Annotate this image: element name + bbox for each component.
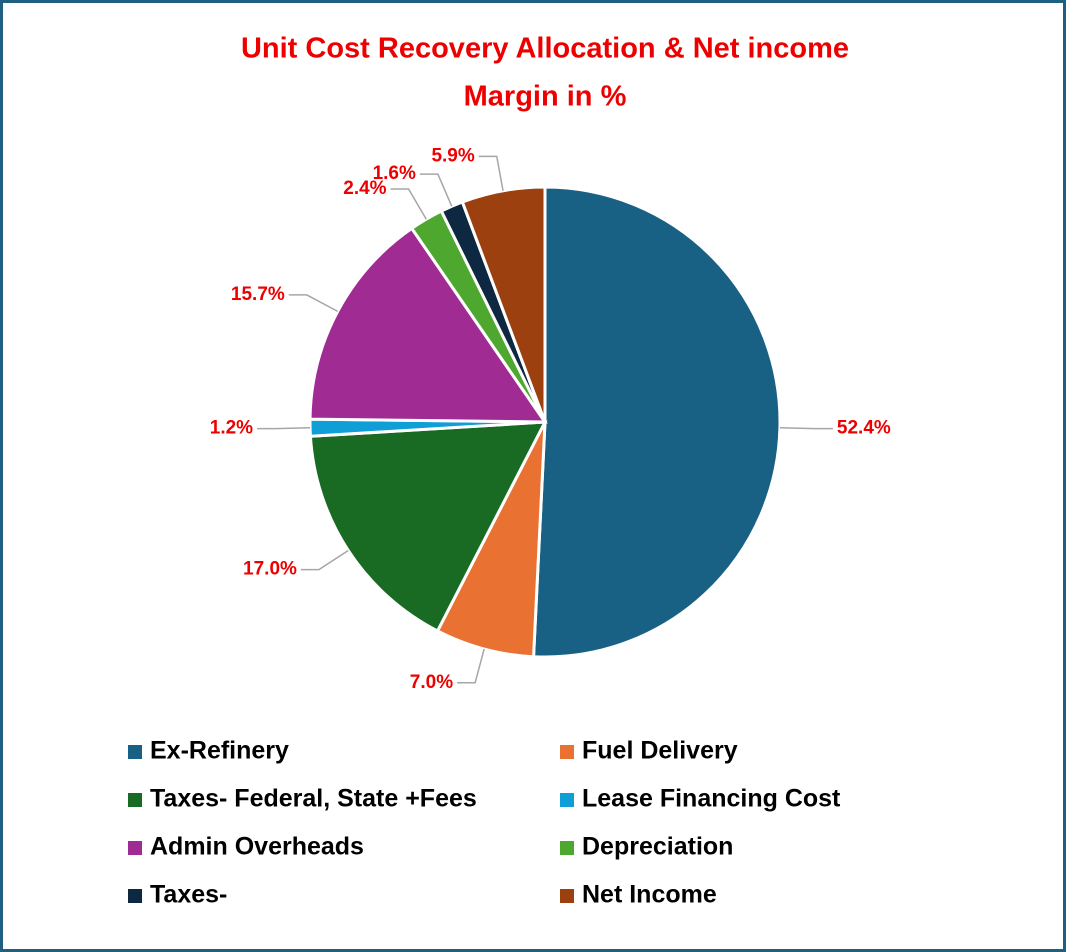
data-label: 1.6% <box>373 163 416 184</box>
legend-swatch <box>128 841 142 855</box>
pie-slice <box>460 185 547 423</box>
legend-label: Fuel Delivery <box>582 737 738 765</box>
chart-title: Margin in % <box>464 81 627 113</box>
data-label: 5.9% <box>431 145 474 166</box>
chart-title: Unit Cost Recovery Allocation & Net inco… <box>241 33 849 65</box>
legend-label: Depreciation <box>582 833 733 861</box>
data-label: 15.7% <box>231 284 285 305</box>
legend-label: Lease Financing Cost <box>582 785 841 813</box>
legend-swatch <box>560 889 574 903</box>
legend-swatch <box>128 745 142 759</box>
data-label: 7.0% <box>410 672 453 693</box>
legend-swatch <box>560 793 574 807</box>
data-label: 17.0% <box>243 559 297 580</box>
data-label: 52.4% <box>837 418 891 439</box>
pie-slice <box>531 185 782 659</box>
legend-swatch <box>128 793 142 807</box>
leader-line <box>457 648 485 684</box>
data-label: 2.4% <box>343 178 386 199</box>
leader-line <box>478 155 504 191</box>
legend-swatch <box>560 745 574 759</box>
legend-label: Taxes- <box>150 881 227 909</box>
legend-label: Ex-Refinery <box>150 737 289 765</box>
legend-label: Admin Overheads <box>150 833 364 861</box>
legend-label: Net Income <box>582 881 717 909</box>
legend-label: Taxes- Federal, State +Fees <box>150 785 477 813</box>
leader-line <box>419 173 453 207</box>
legend-swatch <box>128 889 142 903</box>
leader-line <box>779 426 833 430</box>
legend-swatch <box>560 841 574 855</box>
data-label: 1.2% <box>210 418 253 439</box>
leader-line <box>288 294 339 313</box>
leader-line <box>300 549 349 571</box>
leader-line <box>257 426 311 430</box>
leader-line <box>390 188 427 220</box>
